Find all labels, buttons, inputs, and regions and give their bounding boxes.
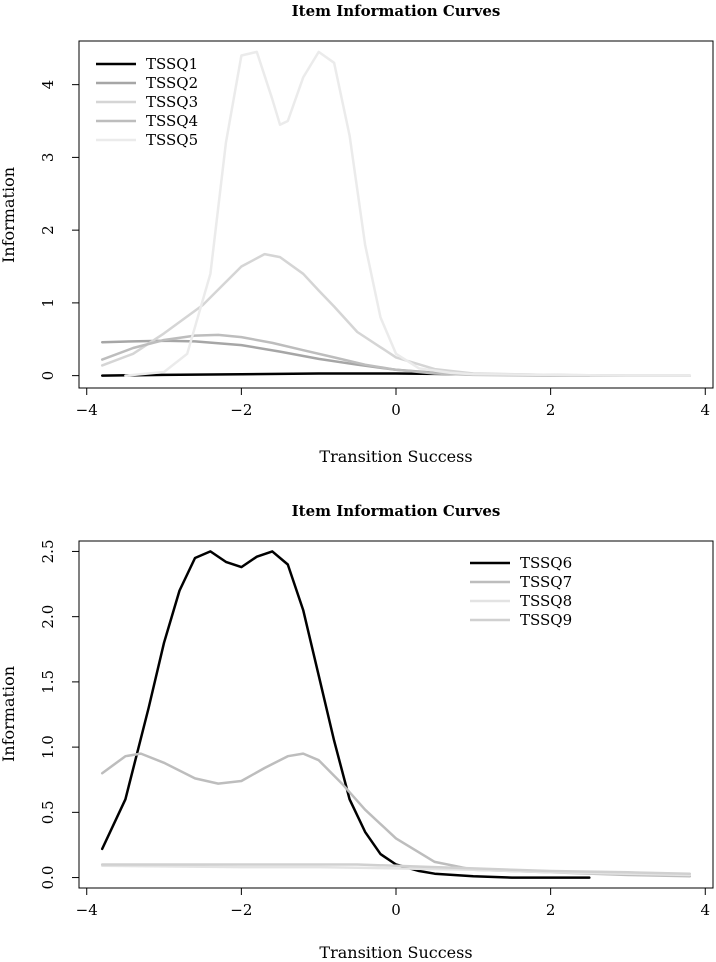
x-axis-label: Transition Success xyxy=(319,943,472,962)
legend-label: TSSQ2 xyxy=(146,74,198,92)
y-axis: 0.0 0.5 1.0 1.5 2.0 2.5 xyxy=(39,540,79,890)
x-tick-label: −2 xyxy=(230,401,252,419)
x-tick-label: 2 xyxy=(546,901,556,919)
y-axis-label: Information xyxy=(0,167,18,263)
x-tick-label: 4 xyxy=(700,901,710,919)
x-axis: −4 −2 0 2 4 xyxy=(76,888,710,919)
series-line-tssq9 xyxy=(100,863,692,875)
series-line-tssq3 xyxy=(100,252,692,377)
series-group xyxy=(100,50,692,377)
y-tick-label: 1.5 xyxy=(39,670,57,694)
y-tick-label: 0 xyxy=(39,371,57,381)
y-axis: 0 1 2 3 4 xyxy=(39,80,79,381)
legend-label: TSSQ3 xyxy=(146,93,198,111)
y-tick-label: 4 xyxy=(39,80,57,90)
series-line-tssq6 xyxy=(100,550,591,879)
x-axis-label: Transition Success xyxy=(319,447,472,466)
y-tick-label: 2.0 xyxy=(39,605,57,629)
y-tick-label: 0.0 xyxy=(39,866,57,890)
y-tick-label: 0.5 xyxy=(39,800,57,824)
x-tick-label: 4 xyxy=(700,401,710,419)
legend-label: TSSQ8 xyxy=(520,592,572,610)
x-tick-label: −4 xyxy=(76,401,98,419)
y-tick-label: 2.5 xyxy=(39,540,57,564)
series-line-tssq1 xyxy=(100,372,475,377)
chart-title: Item Information Curves xyxy=(292,502,501,520)
series-line-tssq2 xyxy=(100,339,591,377)
legend-label: TSSQ4 xyxy=(146,112,198,130)
legend-label: TSSQ5 xyxy=(146,131,198,149)
series-line-tssq7 xyxy=(100,752,692,878)
series-line-tssq8 xyxy=(100,864,692,877)
series-group xyxy=(100,550,692,879)
chart-panel-top: Item Information Curves −4 −2 0 2 4 0 1 2 3 4 Tr… xyxy=(0,2,714,466)
x-axis: −4 −2 0 2 4 xyxy=(76,388,710,419)
legend-label: TSSQ9 xyxy=(520,611,572,629)
x-tick-label: −4 xyxy=(76,901,98,919)
chart-title: Item Information Curves xyxy=(292,2,501,20)
legend-label: TSSQ7 xyxy=(520,573,572,591)
x-tick-label: 2 xyxy=(546,401,556,419)
y-axis-label: Information xyxy=(0,666,18,762)
x-tick-label: −2 xyxy=(230,901,252,919)
y-tick-label: 1.0 xyxy=(39,735,57,759)
y-tick-label: 2 xyxy=(39,225,57,235)
legend-label: TSSQ1 xyxy=(146,55,198,73)
x-tick-label: 0 xyxy=(391,901,401,919)
series-line-tssq5 xyxy=(124,50,692,377)
legend-label: TSSQ6 xyxy=(520,554,572,572)
plot-frame xyxy=(78,540,714,889)
chart-panel-bottom: Item Information Curves −4 −2 0 2 4 0.0 0.5 1.… xyxy=(0,502,714,962)
y-tick-label: 1 xyxy=(39,298,57,308)
x-tick-label: 0 xyxy=(391,401,401,419)
y-tick-label: 3 xyxy=(39,153,57,163)
